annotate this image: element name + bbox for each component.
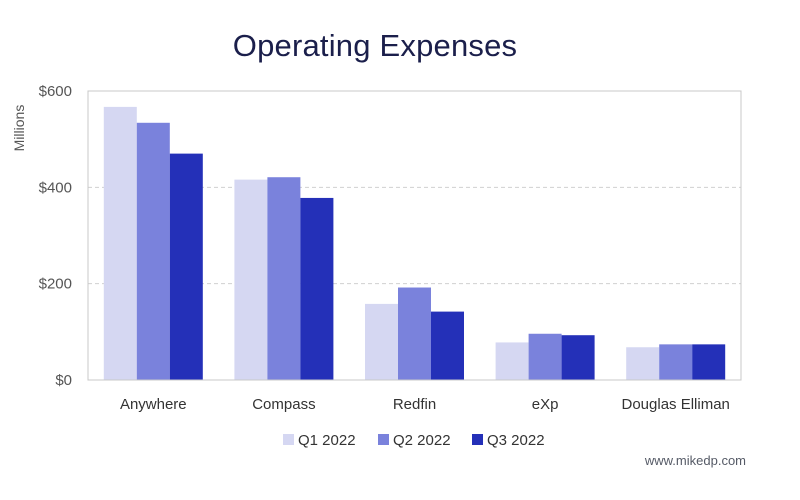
bars [103,106,726,381]
bar [267,177,301,380]
chart-title: Operating Expenses [232,28,518,63]
legend-label: Q2 2022 [393,432,451,449]
bar [300,197,334,380]
bar [234,179,268,380]
x-tick-label: Compass [252,396,315,413]
x-tick-label: Douglas Elliman [622,396,730,413]
y-tick-label: $0 [55,372,72,389]
y-tick-label: $200 [39,276,72,293]
bar [659,344,693,380]
y-tick-label: $600 [39,83,72,100]
bar [431,311,464,380]
bar [136,122,170,380]
y-axis-label: Millions [11,105,27,152]
legend: Q1 2022 Q2 2022 Q3 2022 [283,432,545,449]
axes: $0 $200 $400 $600 Anywhere Compass Redfin eXp Do… [39,83,742,413]
bar [169,153,203,380]
y-tick-label: $400 [39,179,72,196]
bar [626,347,660,380]
plot-frame [87,90,742,381]
bar [103,106,137,381]
legend-label: Q1 2022 [298,432,356,449]
bar [528,333,562,380]
bar [398,287,431,380]
x-tick-label: Redfin [393,396,436,413]
bar [561,335,595,380]
legend-swatch [283,434,294,445]
x-tick-label: eXp [532,396,559,413]
bar [692,344,726,380]
x-tick-label: Anywhere [120,396,187,413]
legend-swatch [472,434,483,445]
bar [365,303,398,380]
legend-label: Q3 2022 [487,432,545,449]
legend-swatch [378,434,389,445]
bar [495,342,529,380]
watermark: www.mikedp.com [644,453,746,468]
